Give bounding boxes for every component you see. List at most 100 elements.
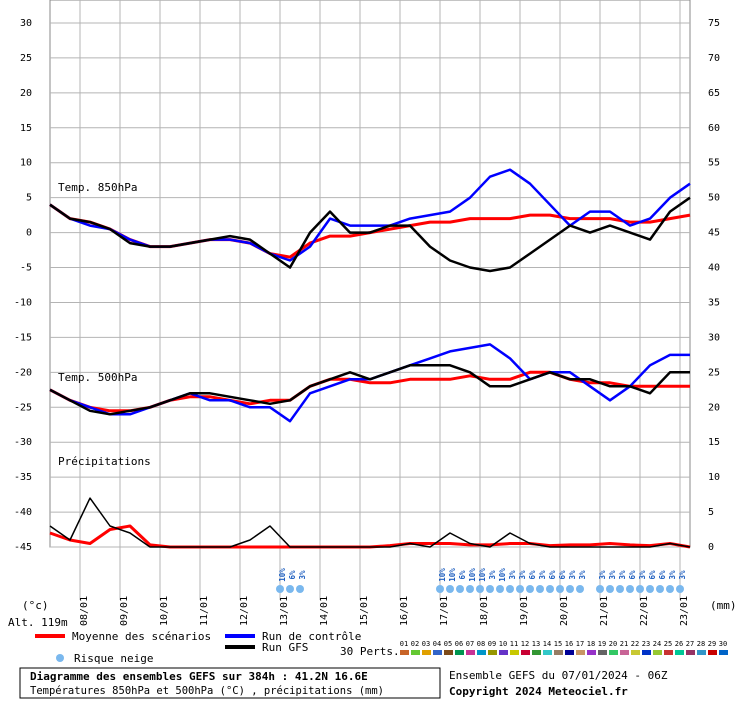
snow-risk-icon xyxy=(526,585,534,593)
snow-risk-label: 6% xyxy=(548,570,557,580)
perturbation-number: 27 xyxy=(686,640,694,648)
perturbation-swatch xyxy=(697,650,706,655)
x-tick-label: 10/01 xyxy=(159,596,170,626)
series-line xyxy=(49,364,690,416)
snow-risk-label: 3% xyxy=(568,570,577,580)
perturbation-number: 03 xyxy=(422,640,430,648)
series-line xyxy=(49,497,691,548)
perturbation-number: 07 xyxy=(466,640,474,648)
snow-risk-label: 3% xyxy=(488,570,497,580)
y-tick-label: -15 xyxy=(14,332,32,343)
perturbation-swatch xyxy=(675,650,684,655)
perturbation-number: 11 xyxy=(510,640,518,648)
y-tick-label: -5 xyxy=(20,263,32,274)
series-line xyxy=(49,196,691,273)
x-tick-label: 20/01 xyxy=(559,596,570,626)
snow-risk-icon xyxy=(516,585,524,593)
x-tick-label: 16/01 xyxy=(399,596,410,626)
y-tick-label: 30 xyxy=(20,18,32,29)
y-tick-label: -45 xyxy=(14,542,32,553)
copyright: Copyright 2024 Meteociel.fr xyxy=(449,685,628,698)
snow-risk-icon xyxy=(626,585,634,593)
snow-risk-label: 3% xyxy=(618,570,627,580)
perturbation-swatch xyxy=(488,650,497,655)
y2-tick-label: 0 xyxy=(708,542,714,553)
snow-risk-label: 10% xyxy=(478,568,487,582)
snow-risk-label: 6% xyxy=(558,570,567,580)
y2-tick-label: 70 xyxy=(708,53,720,64)
snow-risk-label: 6% xyxy=(528,570,537,580)
snow-risk-icon xyxy=(646,585,654,593)
perturbation-swatch xyxy=(576,650,585,655)
snow-risk-label: 3% xyxy=(518,570,527,580)
perturbation-number: 22 xyxy=(631,640,639,648)
y2-tick-label: 75 xyxy=(708,18,720,29)
perturbation-number: 15 xyxy=(554,640,562,648)
snow-risk-label: 3% xyxy=(298,570,307,580)
snow-risk-icon xyxy=(296,585,304,593)
snow-risk-icon xyxy=(566,585,574,593)
panel-label: Précipitations xyxy=(58,455,151,468)
perturbation-swatch xyxy=(477,650,486,655)
perturbation-number: 08 xyxy=(477,640,485,648)
altitude: Alt. 119m xyxy=(8,616,68,629)
perturbation-number: 02 xyxy=(411,640,419,648)
perturbation-swatch xyxy=(664,650,673,655)
perturbation-number: 18 xyxy=(587,640,595,648)
snow-risk-label: 6% xyxy=(288,570,297,580)
perturbation-number: 28 xyxy=(697,640,705,648)
snow-risk-icon xyxy=(596,585,604,593)
y2-tick-label: 65 xyxy=(708,88,720,99)
x-tick-label: 22/01 xyxy=(639,596,650,626)
perturbation-number: 05 xyxy=(444,640,452,648)
perturbation-number: 06 xyxy=(455,640,463,648)
perturbation-swatch xyxy=(686,650,695,655)
y2-tick-label: 10 xyxy=(708,472,720,483)
perturbation-number: 26 xyxy=(675,640,683,648)
snow-risk-icon xyxy=(466,585,474,593)
snow-risk-icon xyxy=(496,585,504,593)
snow-risk-icon xyxy=(456,585,464,593)
y2-tick-label: 35 xyxy=(708,297,720,308)
x-tick-label: 11/01 xyxy=(199,596,210,626)
snow-risk-label: 3% xyxy=(638,570,647,580)
y-tick-label: 10 xyxy=(20,158,32,169)
panel-label: Temp. 500hPa xyxy=(58,371,137,384)
chart-subtitle: Températures 850hPa et 500hPa (°C) , pré… xyxy=(30,685,384,697)
y-tick-label: 20 xyxy=(20,88,32,99)
snow-risk-icon xyxy=(606,585,614,593)
perturbation-swatch xyxy=(521,650,530,655)
snow-risk-label: 3% xyxy=(538,570,547,580)
perturbation-number: 21 xyxy=(620,640,628,648)
y2-tick-label: 45 xyxy=(708,228,720,239)
snow-risk-icon xyxy=(576,585,584,593)
y-axis-label: (°c) xyxy=(22,599,49,612)
y-tick-label: 0 xyxy=(26,228,32,239)
y2-tick-label: 55 xyxy=(708,158,720,169)
snow-risk-icon xyxy=(536,585,544,593)
y-tick-label: -25 xyxy=(14,402,32,413)
perturbation-swatch xyxy=(422,650,431,655)
x-tick-label: 09/01 xyxy=(119,596,130,626)
snow-risk-label: 10% xyxy=(498,568,507,582)
snow-risk-label: 3% xyxy=(578,570,587,580)
perturbation-number: 30 xyxy=(719,640,727,648)
run-info: Ensemble GEFS du 07/01/2024 - 06Z xyxy=(449,669,668,682)
snow-risk-icon xyxy=(556,585,564,593)
y-tick-label: -20 xyxy=(14,367,32,378)
perturbation-swatch xyxy=(499,650,508,655)
perturbation-number: 17 xyxy=(576,640,584,648)
snow-risk-icon xyxy=(616,585,624,593)
snow-risk-icon xyxy=(676,585,684,593)
snow-risk-icon xyxy=(476,585,484,593)
x-tick-label: 17/01 xyxy=(439,596,450,626)
perturbation-swatch xyxy=(411,650,420,655)
panel-label: Temp. 850hPa xyxy=(58,181,137,194)
y-tick-label: -40 xyxy=(14,507,32,518)
perturbation-swatch xyxy=(631,650,640,655)
snow-risk-label: 3% xyxy=(598,570,607,580)
perturbation-number: 24 xyxy=(653,640,661,648)
y2-tick-label: 50 xyxy=(708,193,720,204)
y-tick-label: 25 xyxy=(20,53,32,64)
